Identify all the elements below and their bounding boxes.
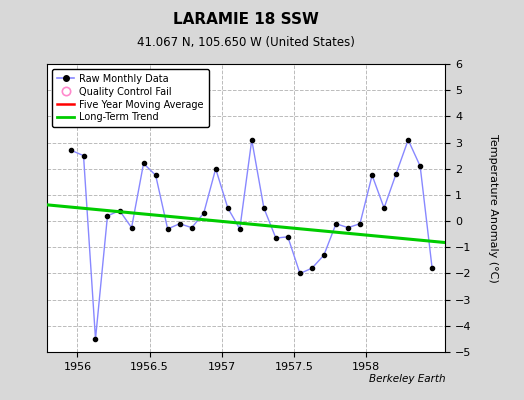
Text: 41.067 N, 105.650 W (United States): 41.067 N, 105.650 W (United States) <box>137 36 355 49</box>
Text: Berkeley Earth: Berkeley Earth <box>369 374 445 384</box>
Text: LARAMIE 18 SSW: LARAMIE 18 SSW <box>173 12 319 27</box>
Y-axis label: Temperature Anomaly (°C): Temperature Anomaly (°C) <box>488 134 498 282</box>
Legend: Raw Monthly Data, Quality Control Fail, Five Year Moving Average, Long-Term Tren: Raw Monthly Data, Quality Control Fail, … <box>52 69 209 127</box>
